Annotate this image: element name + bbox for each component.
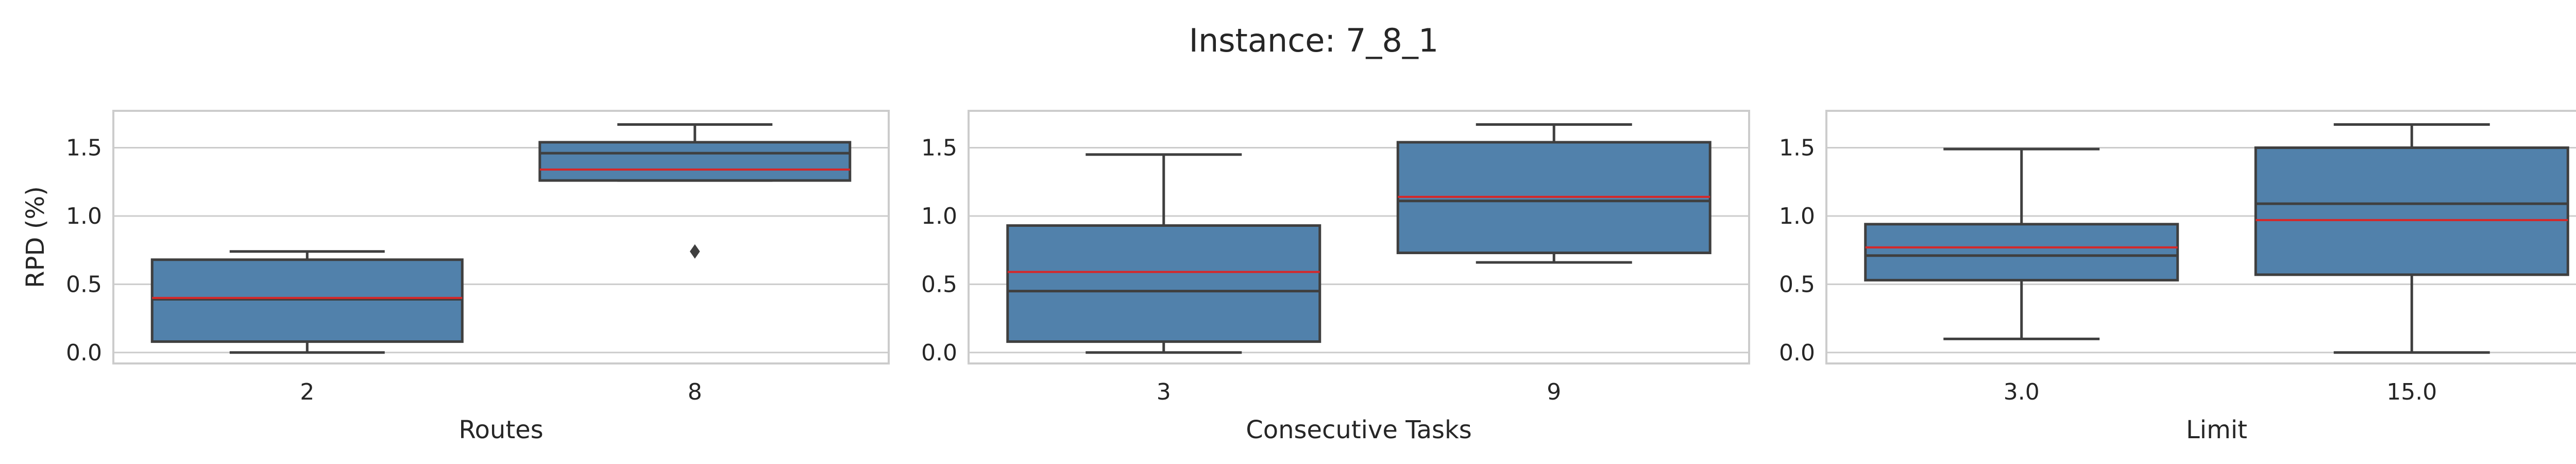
x-tick-label: 8	[688, 379, 702, 405]
figure-title: Instance: 7_8_1	[1189, 22, 1439, 59]
subplot-3: 0.0 0.5 1.0 1.5 3.0 15.0 Limit	[1779, 110, 2576, 444]
iqr-box	[2254, 146, 2569, 276]
y-tick-label: 1.0	[66, 203, 102, 229]
box-2	[150, 250, 464, 354]
y-tick-label: 1.0	[921, 203, 957, 229]
y-tick-label: 1.0	[1779, 203, 1815, 229]
x-tick-label: 3.0	[2004, 379, 2040, 405]
x-tick-label: 9	[1547, 379, 1561, 405]
iqr-box	[150, 258, 464, 343]
box-9	[1396, 123, 1711, 264]
box-15.0	[2254, 123, 2569, 354]
x-axis-label: Limit	[2186, 416, 2247, 444]
box-3.0	[1864, 147, 2179, 340]
axes-frame	[112, 110, 890, 364]
y-tick-label: 0.5	[66, 271, 102, 297]
box-8	[538, 123, 852, 259]
y-axis-label: RPD (%)	[21, 186, 50, 288]
y-tick-label: 0.5	[1779, 271, 1815, 297]
axes-frame	[968, 110, 1750, 364]
axes-frame	[1825, 110, 2576, 364]
y-tick-label: 1.5	[1779, 135, 1815, 161]
y-tick-label: 0.0	[921, 340, 957, 366]
iqr-box	[538, 141, 852, 182]
y-tick-label: 0.5	[921, 271, 957, 297]
y-tick-label: 0.0	[66, 340, 102, 366]
y-tick-label: 0.0	[1779, 340, 1815, 366]
subplot-2: 0.0 0.5 1.0 1.5 3 9 Consecutive Tasks	[921, 110, 1750, 444]
x-axis-label: Consecutive Tasks	[1246, 416, 1472, 444]
x-tick-label: 3	[1157, 379, 1171, 405]
subplot-1: 0.0 0.5 1.0 1.5 2 8 Routes RPD (%)	[21, 110, 890, 444]
x-tick-label: 2	[300, 379, 314, 405]
x-tick-label: 15.0	[2386, 379, 2437, 405]
box-3	[1006, 153, 1321, 354]
iqr-box	[1006, 224, 1321, 343]
outlier-point	[689, 244, 700, 259]
y-tick-label: 1.5	[921, 135, 957, 161]
iqr-box	[1864, 223, 2179, 281]
y-tick-label: 1.5	[66, 135, 102, 161]
x-axis-label: Routes	[459, 416, 543, 444]
